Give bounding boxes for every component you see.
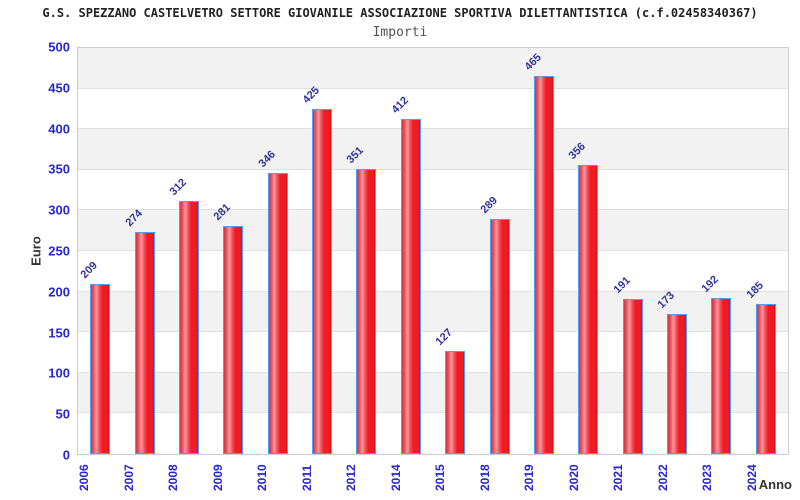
bar-2024: 185: [744, 279, 776, 454]
bar-slot: 281: [211, 48, 255, 454]
gridline: [78, 87, 788, 89]
bar-2020: 356: [567, 140, 599, 454]
bar-2023: 192: [700, 274, 732, 454]
bar-2015: 127: [434, 326, 466, 454]
y-tick-label: 50: [55, 406, 70, 422]
bar-2006: 209: [79, 260, 111, 454]
y-tick-label: 400: [48, 121, 70, 137]
bar-slot: 173: [655, 48, 699, 454]
bar-slot: 209: [78, 48, 122, 454]
x-tick-label: 2023: [700, 464, 714, 492]
bar-2007: 274: [123, 207, 155, 454]
bar-slot: 191: [611, 48, 655, 454]
x-tick-label: 2014: [388, 464, 403, 492]
bar-2011: 425: [301, 84, 333, 454]
bar-slot: 346: [256, 48, 300, 454]
x-axis-labels: 2006 2007 2008 2009 2010 2011 2012 2014 2015 2018…: [77, 458, 789, 498]
x-tick-label: 2008: [166, 464, 180, 492]
bar-2019: 465: [522, 52, 554, 454]
bar-value-label: 191: [611, 274, 633, 296]
band-layer: [78, 48, 788, 454]
gridline: [78, 290, 788, 292]
bars-layer: 209 274 312 281 346 425 351 412 127 289 465 356 191 1…: [78, 48, 788, 454]
bar-value-label: 173: [655, 289, 678, 311]
bar-2022: 173: [656, 289, 688, 454]
bar-value-label: 346: [256, 148, 278, 171]
bar-value-label: 312: [167, 176, 189, 198]
bar-value-label: 289: [478, 194, 500, 217]
y-axis-labels: 0 50 100 150 200 250 300 350 400 450 500: [0, 40, 70, 463]
bar-value-label: 465: [522, 51, 544, 74]
bar-2009: 281: [212, 201, 244, 454]
bar-slot: 127: [433, 48, 477, 454]
gridline: [78, 412, 788, 414]
gridline: [78, 371, 788, 373]
bar-2012: 351: [345, 145, 377, 454]
grid-layer: [78, 48, 788, 454]
bar-slot: 465: [522, 48, 566, 454]
gridline: [78, 250, 788, 251]
plot-band: [78, 48, 788, 89]
y-tick-label: 100: [48, 365, 70, 381]
gridline: [78, 128, 788, 130]
bar-value-label: 351: [344, 144, 367, 166]
bar-slot: 351: [344, 48, 388, 454]
bar-slot: 192: [699, 48, 743, 454]
bar-value-label: 281: [211, 201, 234, 223]
chart-subtitle: Importi: [372, 25, 428, 40]
x-tick-label: 2019: [522, 464, 536, 492]
bar-slot: 289: [477, 48, 521, 454]
bar-value-label: 192: [699, 273, 722, 296]
x-tick-label: 2022: [655, 464, 670, 492]
bar-value-label: 412: [389, 95, 411, 117]
x-tick-label: 2007: [121, 464, 136, 492]
y-tick-label: 0: [62, 447, 70, 463]
bar-value-label: 127: [433, 326, 456, 348]
y-tick-label: 500: [48, 39, 70, 55]
bar-slot: 274: [122, 48, 166, 454]
bar-value-label: 185: [744, 279, 766, 301]
bar-slot: 425: [300, 48, 344, 454]
y-tick-label: 350: [48, 161, 70, 177]
bar-slot: 356: [566, 48, 610, 454]
bar-2018: 289: [478, 195, 510, 454]
x-tick-label: 2009: [210, 464, 225, 492]
y-tick-label: 200: [48, 284, 70, 300]
x-tick-label: 2010: [255, 464, 269, 492]
bar-slot: 185: [744, 48, 788, 454]
bar-2010: 346: [256, 149, 288, 454]
gridline: [78, 331, 788, 333]
y-tick-label: 150: [48, 325, 70, 341]
bar-value-label: 425: [300, 84, 323, 106]
gridline: [78, 168, 788, 170]
x-tick-label: 2015: [433, 464, 447, 492]
bar-value-label: 209: [78, 259, 101, 282]
bar-slot: 412: [389, 48, 433, 454]
x-axis-title: Anno: [758, 477, 792, 492]
bar-2021: 191: [611, 274, 643, 454]
bar-slot: 312: [167, 48, 211, 454]
bar-value-label: 356: [566, 140, 589, 162]
x-tick-label: 2011: [299, 464, 314, 492]
y-axis-title: Euro: [28, 236, 44, 266]
plot-area: 209 274 312 281 346 425 351 412 127 289 465 356 191 1…: [77, 47, 789, 455]
x-tick-label: 2012: [344, 464, 358, 492]
plot-band: [78, 129, 788, 170]
bar-value-label: 274: [123, 207, 145, 229]
x-tick-label: 2006: [77, 464, 91, 492]
x-tick-label: 2020: [566, 464, 581, 492]
gridline: [78, 209, 788, 211]
bar-2008: 312: [167, 176, 199, 454]
chart-title: G.S. SPEZZANO CASTELVETRO SETTORE GIOVAN…: [42, 6, 758, 20]
y-tick-label: 450: [48, 80, 70, 96]
y-tick-label: 300: [48, 202, 70, 218]
bar-2014: 412: [389, 95, 421, 454]
x-tick-label: 2018: [477, 464, 492, 492]
x-tick-label: 2021: [611, 464, 625, 492]
y-tick-label: 250: [48, 243, 70, 259]
